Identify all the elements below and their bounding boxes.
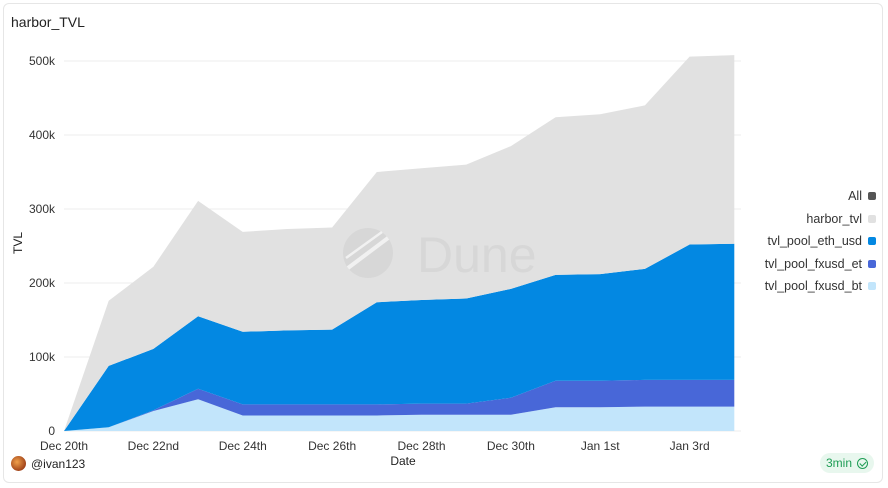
legend-item-all[interactable]: All: [765, 185, 876, 208]
area-harbor_tvl[interactable]: [64, 55, 735, 431]
y-tick-label: 100k: [29, 350, 56, 364]
legend-item-tvl_pool_fxusd_et[interactable]: tvl_pool_fxusd_et: [765, 253, 876, 276]
legend-all-label: All: [848, 189, 862, 204]
area-tvl_pool_fxusd_et[interactable]: [64, 379, 735, 431]
y-tick-label: 500k: [29, 54, 56, 68]
legend-swatch: [868, 259, 876, 268]
legend-label: tvl_pool_fxusd_et: [764, 256, 862, 271]
y-tick-label: 400k: [29, 128, 56, 142]
watermark-text: Dune: [417, 227, 537, 283]
x-tick-label: Dec 28th: [397, 439, 445, 453]
x-axis-ticks: Dec 20th Dec 22nd Dec 24th Dec 26th Dec 28th…: [40, 439, 710, 453]
x-tick-label: Dec 24th: [219, 439, 267, 453]
x-axis-label: Date: [390, 454, 416, 468]
area-series: [64, 55, 735, 431]
y-tick-label: 0: [48, 424, 55, 438]
author-name: @ivan123: [31, 456, 86, 471]
refresh-badge[interactable]: 3min: [819, 453, 874, 473]
legend-swatch: [868, 282, 876, 291]
chart-title: harbor_TVL: [11, 14, 85, 30]
legend-swatch: [868, 214, 876, 223]
x-tick-label: Jan 1st: [581, 439, 620, 453]
legend-item-tvl_pool_fxusd_bt[interactable]: tvl_pool_fxusd_bt: [765, 275, 876, 298]
legend-label: tvl_pool_eth_usd: [767, 234, 862, 249]
x-tick-label: Dec 26th: [308, 439, 356, 453]
legend: All harbor_tvl tvl_pool_eth_usd tvl_pool_f…: [765, 185, 876, 298]
check-circle-icon: [857, 457, 868, 469]
x-tick-label: Dec 22nd: [128, 439, 179, 453]
y-tick-label: 300k: [29, 202, 56, 216]
legend-item-harbor_tvl[interactable]: harbor_tvl: [765, 208, 876, 231]
legend-swatch: [868, 237, 876, 246]
y-axis-ticks: 0 100k 200k 300k 400k 500k: [29, 54, 56, 438]
x-tick-label: Dec 20th: [40, 439, 88, 453]
legend-label: tvl_pool_fxusd_bt: [764, 279, 862, 294]
author-tag[interactable]: @ivan123: [11, 456, 85, 471]
legend-label: harbor_tvl: [806, 211, 862, 226]
legend-item-tvl_pool_eth_usd[interactable]: tvl_pool_eth_usd: [765, 230, 876, 253]
y-tick-label: 200k: [29, 276, 56, 290]
y-axis-label: TVL: [11, 232, 25, 254]
dune-watermark: Dune: [343, 227, 537, 283]
area-tvl_pool_eth_usd[interactable]: [64, 243, 735, 431]
avatar: [11, 456, 26, 471]
x-tick-label: Dec 30th: [487, 439, 535, 453]
refresh-badge-label: 3min: [825, 456, 852, 470]
x-tick-label: Jan 3rd: [670, 439, 710, 453]
legend-swatch-all: [868, 192, 876, 201]
